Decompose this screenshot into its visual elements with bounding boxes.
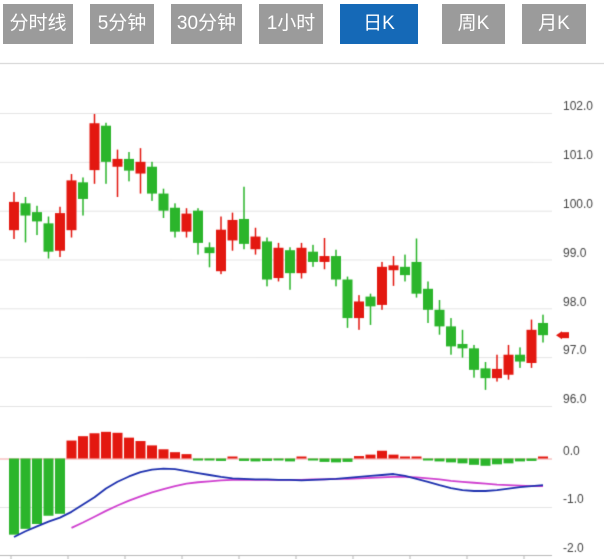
tab-time-line[interactable]: 分时线 [3, 4, 73, 44]
tab-daily-k[interactable]: 日K [340, 4, 418, 44]
tab-5min[interactable]: 5分钟 [90, 4, 154, 44]
tab-30min[interactable]: 30分钟 [171, 4, 242, 44]
tab-monthly-k[interactable]: 月K [522, 4, 586, 44]
tab-weekly-k[interactable]: 周K [442, 4, 505, 44]
tab-1hour[interactable]: 1小时 [259, 4, 323, 44]
timeframe-tab-bar: 分时线 5分钟 30分钟 1小时 日K 周K 月K [3, 4, 603, 44]
